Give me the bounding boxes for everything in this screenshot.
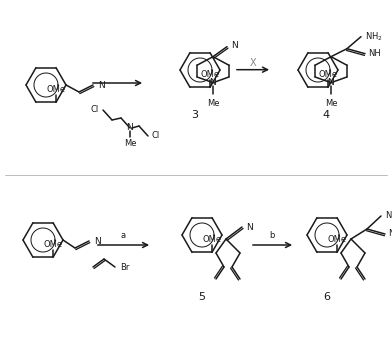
Text: 6: 6 bbox=[323, 292, 330, 302]
Text: OMe: OMe bbox=[318, 70, 338, 79]
Text: NH: NH bbox=[368, 49, 381, 58]
Text: N: N bbox=[98, 82, 105, 91]
Text: 4: 4 bbox=[323, 110, 330, 120]
Text: NH$_2$: NH$_2$ bbox=[385, 210, 392, 222]
Text: NH$_2$: NH$_2$ bbox=[365, 31, 383, 43]
Text: Cl: Cl bbox=[152, 131, 160, 141]
Text: N: N bbox=[94, 237, 101, 247]
Text: X: X bbox=[250, 58, 256, 68]
Text: b: b bbox=[269, 232, 275, 240]
Text: N: N bbox=[127, 123, 133, 132]
Text: OMe: OMe bbox=[200, 70, 220, 79]
Text: 5: 5 bbox=[198, 292, 205, 302]
Text: a: a bbox=[120, 232, 125, 240]
Text: N: N bbox=[246, 223, 253, 232]
Text: Me: Me bbox=[325, 99, 337, 108]
Text: Me: Me bbox=[207, 99, 219, 108]
Text: N: N bbox=[210, 78, 216, 87]
Text: NH: NH bbox=[388, 229, 392, 238]
Text: OMe: OMe bbox=[44, 240, 63, 249]
Text: N: N bbox=[328, 78, 334, 87]
Text: OMe: OMe bbox=[327, 235, 347, 244]
Text: N: N bbox=[231, 41, 238, 50]
Text: 3: 3 bbox=[192, 110, 198, 120]
Text: Br: Br bbox=[120, 262, 129, 272]
Text: Me: Me bbox=[124, 139, 136, 147]
Text: OMe: OMe bbox=[202, 235, 221, 244]
Text: Cl: Cl bbox=[91, 106, 99, 115]
Text: OMe: OMe bbox=[46, 85, 65, 94]
